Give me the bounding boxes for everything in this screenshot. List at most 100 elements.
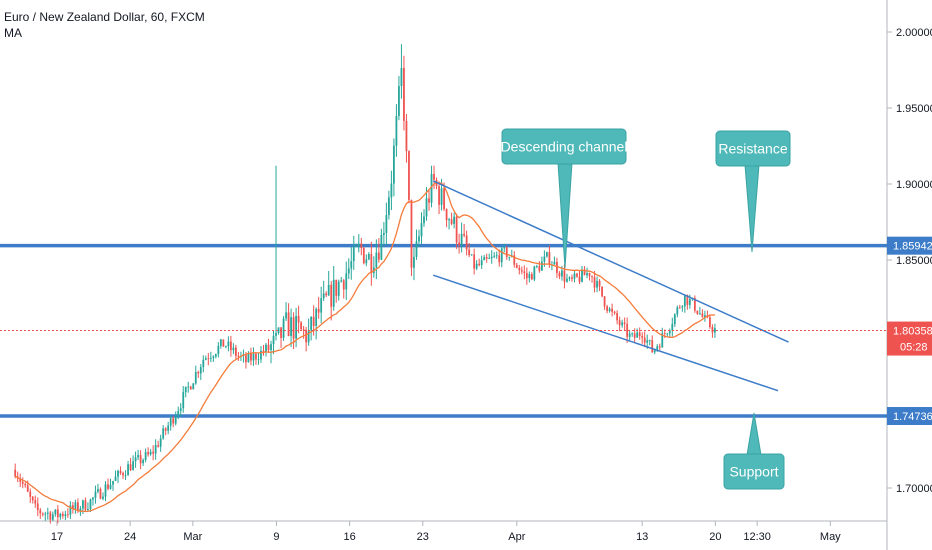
candle-body xyxy=(245,355,247,363)
candle-body xyxy=(513,255,516,265)
candle-body xyxy=(99,489,102,499)
candle-body xyxy=(129,464,132,471)
candle-body xyxy=(390,183,393,198)
candle-body xyxy=(250,353,252,361)
candle-body xyxy=(122,473,124,476)
callout-label: Descending channel xyxy=(501,139,628,155)
candle-body xyxy=(209,357,212,359)
candle-body xyxy=(398,86,400,116)
candle-body xyxy=(202,359,205,368)
callout-box xyxy=(715,130,791,167)
candle-body xyxy=(82,500,84,509)
candle-body xyxy=(418,236,420,242)
candle-body xyxy=(445,209,448,221)
candle-body xyxy=(327,284,330,296)
candle-body xyxy=(403,68,405,121)
candle-body xyxy=(453,216,455,224)
candle-body xyxy=(94,491,97,498)
candle-body xyxy=(621,322,624,326)
candle-body xyxy=(227,341,230,347)
candle-body xyxy=(257,359,260,361)
candle-body xyxy=(601,286,603,297)
callout-resistance[interactable]: Resistance xyxy=(715,130,791,253)
candle-body xyxy=(618,320,621,326)
resistance-price-badge: 1.85942 xyxy=(887,236,932,255)
candle-body xyxy=(545,252,548,257)
candle-body xyxy=(217,345,220,355)
candle-body xyxy=(282,318,285,338)
candle-body xyxy=(362,247,365,264)
candle-body xyxy=(169,418,172,426)
candle-body xyxy=(192,383,195,390)
candle-body xyxy=(134,457,137,462)
candle-body xyxy=(648,340,651,341)
time-tick-label: 17 xyxy=(51,531,63,543)
candle-body xyxy=(252,353,255,361)
candle-body xyxy=(470,254,473,256)
candle-body xyxy=(275,332,277,336)
candle-body xyxy=(701,313,704,317)
candle-body xyxy=(413,256,415,268)
candle-body xyxy=(465,235,468,250)
candle-body xyxy=(355,246,358,247)
candle-body xyxy=(530,274,533,280)
channel-lower-line xyxy=(432,274,779,392)
candle-body xyxy=(297,315,300,323)
candle-body xyxy=(606,306,608,311)
candle-body xyxy=(626,323,629,337)
candle-body xyxy=(124,475,127,477)
ma-line xyxy=(14,181,715,513)
candle-body xyxy=(87,509,89,510)
candle-body xyxy=(77,502,79,511)
candle-body xyxy=(51,514,54,520)
candle-body xyxy=(97,489,99,492)
candle-body xyxy=(290,317,292,336)
candle-body xyxy=(312,316,315,326)
candle-body xyxy=(92,497,94,500)
callout-support[interactable]: Support xyxy=(723,412,785,490)
candle-body xyxy=(523,271,526,273)
candle-body xyxy=(500,248,503,263)
candle-body xyxy=(408,151,410,200)
candle-body xyxy=(538,266,541,271)
bar-countdown-label: 05:28 xyxy=(900,342,928,354)
candle-body xyxy=(159,438,162,447)
candle-body xyxy=(132,461,134,471)
indicator-label[interactable]: MA xyxy=(4,26,22,40)
candle-body xyxy=(184,386,187,393)
candle-body xyxy=(658,346,661,348)
candle-body xyxy=(515,264,518,268)
candle-body xyxy=(139,455,142,464)
candle-body xyxy=(320,298,323,313)
candle-body xyxy=(300,322,303,330)
candle-body xyxy=(367,253,370,260)
candle-body xyxy=(558,272,561,277)
candle-body xyxy=(505,247,508,257)
candle-body xyxy=(573,273,576,279)
candle-body xyxy=(483,257,486,261)
candle-body xyxy=(54,509,57,515)
candle-body xyxy=(107,484,109,489)
candle-body xyxy=(177,410,180,417)
candle-body xyxy=(393,145,395,184)
symbol-title[interactable]: Euro / New Zealand Dollar, 60, FXCM xyxy=(4,10,205,24)
candle-body xyxy=(387,197,390,216)
callout-pointer xyxy=(557,162,573,269)
candle-body xyxy=(357,243,360,247)
candle-body xyxy=(370,253,373,274)
candle-body xyxy=(174,416,177,424)
level-price-label: 1.74736 xyxy=(893,411,932,423)
candle-body xyxy=(583,269,586,276)
time-axis[interactable]: 17 24 Mar 9 16 23 Apr 13 20 12:30 May xyxy=(51,521,841,543)
candle-body xyxy=(525,272,528,279)
candle-body xyxy=(382,233,385,235)
support-price-badge: 1.74736 xyxy=(887,407,932,426)
candle-body xyxy=(179,408,182,411)
candle-body xyxy=(440,188,443,205)
candle-body xyxy=(493,255,496,257)
candle-body xyxy=(520,270,523,272)
candle-body xyxy=(668,330,671,334)
callout-descending-channel[interactable]: Descending channel xyxy=(501,128,628,269)
candle-body xyxy=(588,273,591,277)
